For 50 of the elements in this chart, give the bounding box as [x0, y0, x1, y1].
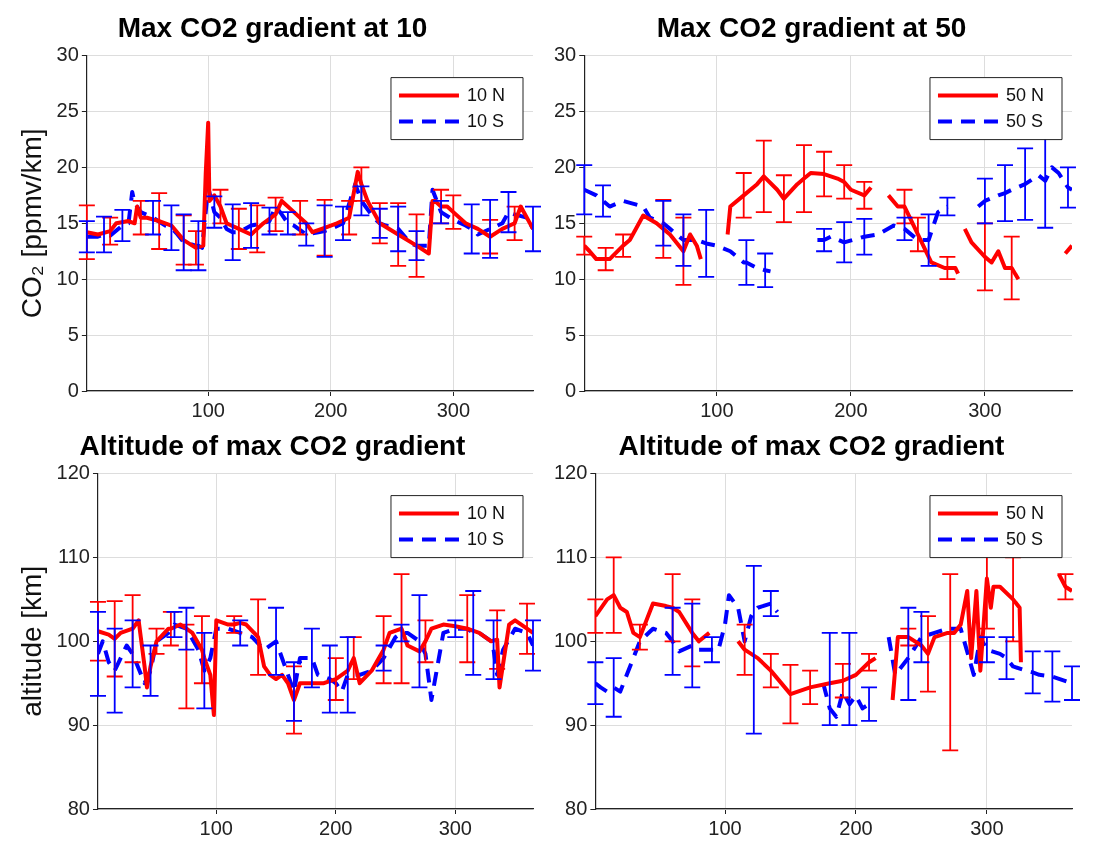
y-tick-label: 10 [554, 266, 577, 289]
chart-title: Altitude of max CO2 gradient [79, 429, 466, 461]
chart-title: Altitude of max CO2 gradient [618, 429, 1005, 461]
x-tick-label: 300 [436, 398, 471, 421]
x-tick-label: 300 [970, 816, 1004, 839]
y-tick-label: 25 [554, 99, 577, 122]
y-axis-title: altitude [km] [15, 565, 47, 717]
y-tick-label: 100 [56, 628, 90, 651]
y-tick-label: 5 [565, 322, 577, 345]
y-tick-label: 90 [565, 712, 588, 735]
legend-label: 50 N [1005, 502, 1045, 523]
x-tick-label: 200 [314, 398, 348, 421]
legend-label: 10 N [466, 502, 506, 523]
x-tick-label: 200 [319, 816, 353, 839]
y-tick-label: 20 [56, 154, 79, 177]
legend-label: 50 N [1005, 84, 1045, 105]
chart-title: Max CO2 gradient at 50 [656, 11, 967, 43]
y-tick-label: 15 [56, 210, 79, 233]
y-tick-label: 0 [67, 378, 79, 401]
y-tick-label: 80 [67, 796, 90, 819]
y-tick-label: 100 [553, 628, 588, 651]
legend-label: 10 N [466, 84, 506, 105]
y-tick-label: 80 [565, 796, 588, 819]
y-tick-label: 5 [67, 322, 79, 345]
y-tick-label: 110 [555, 544, 588, 567]
y-tick-label: 20 [554, 154, 577, 177]
chart-title: Max CO2 gradient at 10 [117, 11, 428, 43]
y-tick-label: 10 [56, 266, 79, 289]
x-tick-label: 100 [199, 816, 233, 839]
y-tick-label: 110 [58, 544, 90, 567]
x-tick-label: 100 [700, 398, 734, 421]
x-tick-label: 200 [834, 398, 868, 421]
x-tick-label: 100 [191, 398, 225, 421]
y-tick-label: 25 [56, 99, 79, 122]
legend-label: 10 S [466, 528, 505, 549]
legend-label: 10 S [466, 110, 505, 131]
legend-label: 50 S [1005, 528, 1044, 549]
legend-label: 50 S [1005, 110, 1044, 131]
y-tick-label: 120 [553, 461, 588, 484]
x-tick-label: 200 [839, 816, 873, 839]
x-tick-label: 300 [438, 816, 472, 839]
y-tick-label: 0 [565, 378, 577, 401]
y-tick-label: 90 [67, 712, 90, 735]
x-tick-label: 100 [708, 816, 742, 839]
y-tick-label: 30 [56, 43, 79, 66]
y-tick-label: 15 [554, 210, 577, 233]
y-tick-label: 30 [554, 43, 577, 66]
x-tick-label: 300 [968, 398, 1002, 421]
y-axis-title: CO₂ [ppmv/km] [15, 128, 47, 319]
y-tick-label: 120 [56, 461, 90, 484]
